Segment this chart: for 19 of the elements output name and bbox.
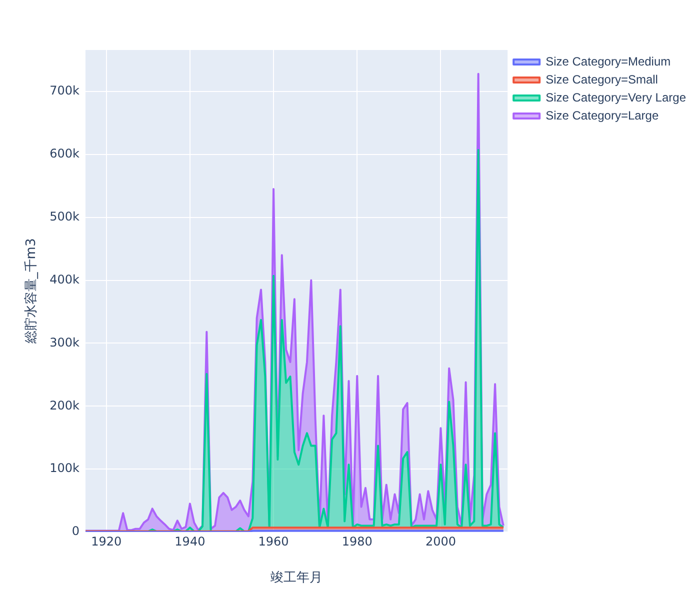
legend-label: Size Category=Medium [546,54,671,68]
legend-label: Size Category=Small [546,72,658,86]
x-tick-label: 1940 [174,534,206,548]
x-tick-label: 1980 [342,534,372,548]
y-axis-title: 総貯水容量_千m3 [23,238,40,345]
y-tick-label: 100k [50,461,80,476]
y-tick-label: 0 [72,524,80,538]
legend-label: Size Category=Large [546,108,659,122]
y-tick-label: 400k [50,272,80,286]
y-tick-label: 200k [50,398,80,412]
y-tick-label: 500k [50,210,80,224]
y-tick-label: 300k [50,335,80,350]
x-tick-label: 1920 [91,534,122,548]
legend-label: Size Category=Very Large [546,90,686,104]
x-axis-title: 竣工年月 [270,570,323,586]
x-tick-label: 1960 [258,534,289,548]
y-tick-label: 600k [50,146,80,161]
x-tick-label: 2000 [425,534,456,548]
y-tick-label: 700k [50,84,80,98]
